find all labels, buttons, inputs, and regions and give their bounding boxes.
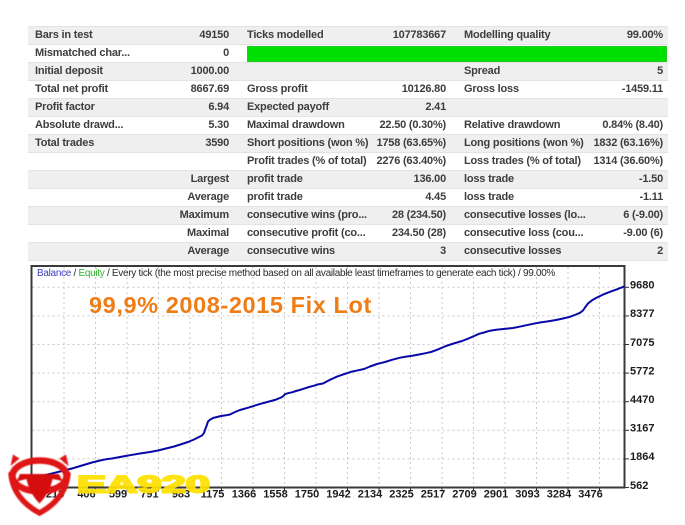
svg-text:3093: 3093 [515,489,539,501]
svg-text:791: 791 [140,489,158,501]
svg-text:1175: 1175 [201,489,225,501]
svg-text:406: 406 [77,489,95,501]
svg-text:1366: 1366 [232,489,256,501]
svg-text:2134: 2134 [358,489,383,501]
svg-text:8377: 8377 [630,308,654,320]
svg-text:2709: 2709 [452,489,476,501]
svg-text:983: 983 [172,489,190,501]
svg-text:3167: 3167 [630,423,654,435]
svg-text:599: 599 [109,489,127,501]
svg-text:5772: 5772 [630,365,654,377]
svg-text:1558: 1558 [263,489,287,501]
svg-text:2901: 2901 [484,489,508,501]
svg-text:1942: 1942 [326,489,350,501]
svg-text:4470: 4470 [630,394,654,406]
svg-text:2325: 2325 [389,489,413,501]
svg-text:2517: 2517 [421,489,445,501]
svg-text:3476: 3476 [578,489,602,501]
svg-text:9680: 9680 [630,280,654,292]
svg-text:1864: 1864 [630,451,655,463]
svg-text:3284: 3284 [547,489,572,501]
svg-text:7075: 7075 [630,337,654,349]
svg-text:1750: 1750 [295,489,319,501]
svg-text:562: 562 [630,480,648,492]
svg-text:EA920: EA920 [77,472,210,499]
